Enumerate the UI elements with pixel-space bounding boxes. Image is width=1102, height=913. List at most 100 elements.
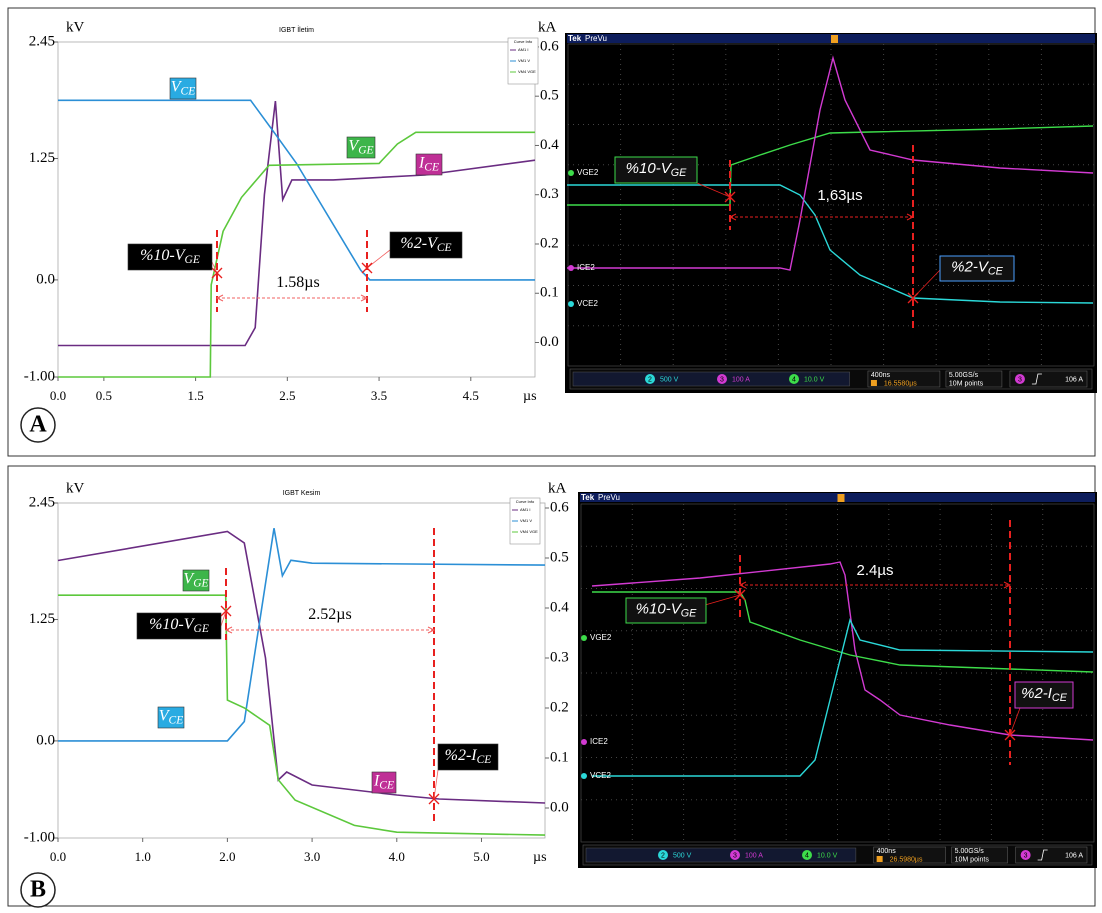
status-channel: 4 [792, 376, 796, 383]
y2-tick-label: 0.0 [540, 334, 559, 350]
channel-label: VGE2 [577, 168, 599, 177]
annotation-subscript: GE [194, 623, 209, 635]
annotation-subscript: CE [1052, 692, 1068, 704]
legend-title: Curve Info [514, 39, 533, 44]
status-scale: 100 A [745, 852, 763, 859]
y-tick-label: 1.25 [29, 150, 55, 166]
annotation-subscript: GE [185, 254, 200, 266]
channel-label: VCE2 [577, 299, 598, 308]
annotation-text: 2.4µs [857, 562, 894, 579]
y2-axis-label: kA [548, 480, 567, 496]
annotation: 1,63µs [817, 187, 862, 204]
record-length: 10M points [955, 856, 990, 863]
legend-label: VM1 V [518, 58, 530, 63]
annotation-subscript: CE [988, 265, 1004, 277]
x-tick-label: 4.5 [463, 388, 479, 403]
y2-axis-label: kA [538, 19, 557, 35]
x-tick-label: 0.0 [50, 388, 66, 403]
annotation-text: 2.52µs [308, 606, 351, 623]
channel-label: ICE2 [577, 263, 595, 272]
legend-label: VM4 VGE [520, 529, 538, 534]
plot-frame [58, 42, 535, 377]
scope-brand: Tek [568, 34, 582, 43]
x-tick-label: 0.5 [96, 388, 112, 403]
status-scale: 10.0 V [804, 376, 825, 383]
y2-tick-label: 0.5 [540, 88, 559, 104]
x-tick-label: 2.0 [219, 849, 235, 864]
x-tick-label: 0.0 [50, 849, 66, 864]
y-tick-label: 2.45 [29, 33, 55, 49]
annotation-subscript: GE [681, 607, 697, 619]
x-axis-label: µs [533, 850, 547, 865]
annotation-text: %2-I [445, 747, 478, 764]
status-scale: 500 V [660, 376, 679, 383]
trigger-icon [877, 856, 883, 862]
x-tick-label: 1.5 [187, 388, 203, 403]
annotation-text: %10-V [626, 160, 673, 177]
annotation-subscript: CE [169, 714, 184, 726]
x-tick-label: 4.0 [389, 849, 405, 864]
legend-label: VM1 V [520, 518, 532, 523]
chart-title: IGBT Kesim [283, 490, 321, 497]
y2-tick-label: 0.1 [540, 285, 559, 301]
x-tick-label: 1.0 [135, 849, 151, 864]
annotation-subscript: CE [379, 779, 394, 791]
channel-label: VCE2 [590, 771, 611, 780]
panel-label: B [30, 877, 46, 903]
trigger-position [831, 35, 838, 43]
channel-marker [568, 265, 574, 271]
channel-marker [581, 739, 587, 745]
figure: ABIGBT İletimkVkAµs2.451.250.0-1.000.60.… [0, 0, 1102, 913]
y2-tick-label: 0.3 [550, 649, 569, 665]
annotation-subscript: GE [671, 167, 687, 179]
record-length: 10M points [949, 380, 984, 387]
legend-label: AM1 I [520, 507, 530, 512]
trigger-position [838, 494, 845, 502]
plot-frame [58, 503, 545, 838]
scope-mode: PreVu [585, 34, 607, 43]
y2-tick-label: 0.6 [550, 499, 569, 515]
annotation-text: %10-V [140, 247, 187, 264]
series-line [58, 595, 545, 835]
annotation-subscript: GE [358, 144, 373, 156]
y-axis-label: kV [66, 19, 85, 35]
sample-rate: 5.00GS/s [955, 848, 985, 855]
scope-mode: PreVu [598, 493, 620, 502]
annotation-subscript: CE [181, 85, 196, 97]
panel-label: A [29, 412, 47, 438]
status-channel: 2 [661, 852, 665, 859]
annotation: 1.58µs [276, 274, 319, 291]
trigger-level: 106 A [1065, 852, 1083, 859]
channel-label: VGE2 [590, 633, 612, 642]
channel-marker [581, 635, 587, 641]
y2-tick-label: 0.3 [540, 186, 559, 202]
legend-label: AM1 I [518, 47, 528, 52]
channel-marker [568, 170, 574, 176]
legend-label: VM4 VGE [518, 69, 536, 74]
trigger-time: 16.5580µs [884, 380, 917, 387]
annotation-text: %2-V [951, 258, 990, 275]
y-axis-label: kV [66, 480, 85, 496]
y2-tick-label: 0.5 [550, 549, 569, 565]
x-tick-label: 3.5 [371, 388, 387, 403]
y-tick-label: 2.45 [29, 494, 55, 510]
annotation-text: %2-V [400, 235, 439, 252]
channel-marker [568, 301, 574, 307]
sample-rate: 5.00GS/s [949, 372, 979, 379]
trigger-icon [871, 380, 877, 386]
channel-marker [581, 773, 587, 779]
status-scale: 100 A [732, 376, 750, 383]
status-channel: 3 [733, 852, 737, 859]
trigger-time: 26.5980µs [890, 856, 923, 863]
x-tick-label: 5.0 [473, 849, 489, 864]
trigger-channel: 3 [1018, 376, 1022, 383]
y2-tick-label: 0.1 [550, 749, 569, 765]
status-scale: 10.0 V [817, 852, 838, 859]
y-tick-label: -1.00 [24, 829, 55, 845]
series-line [58, 528, 545, 741]
annotation-subscript: CE [437, 242, 452, 254]
annotation-text: %10-V [149, 616, 196, 633]
y2-tick-label: 0.4 [540, 137, 559, 153]
annotation-subscript: CE [424, 161, 439, 173]
x-axis-label: µs [523, 389, 537, 404]
